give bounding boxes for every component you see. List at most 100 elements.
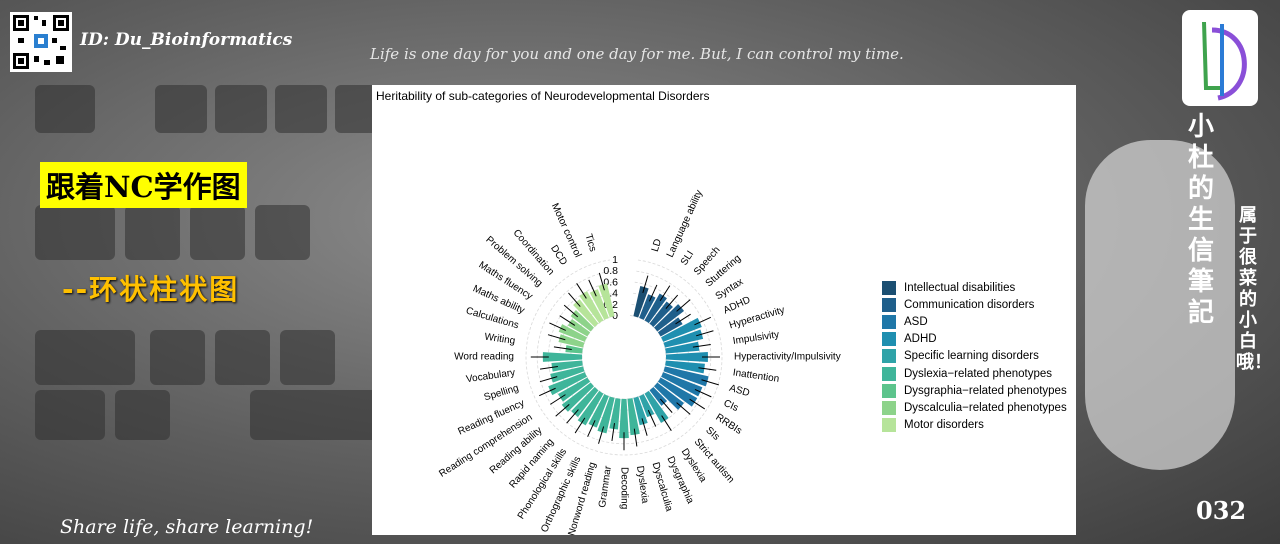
category-label: LD	[650, 238, 664, 253]
bar	[558, 334, 585, 348]
error-bar	[659, 285, 671, 302]
legend-item: Dyscalculia−related phenotypes	[882, 399, 1067, 416]
error-bar	[568, 292, 581, 307]
bar	[665, 341, 700, 354]
legend-label: ADHD	[904, 333, 937, 346]
legend-swatch	[882, 349, 896, 364]
author-id: ID: Du_Bioinformatics	[80, 30, 293, 50]
error-bar	[611, 423, 615, 442]
chart-legend: Intellectual disabilities Communication d…	[882, 279, 1067, 434]
bar	[542, 352, 583, 362]
error-bar	[574, 417, 586, 434]
bar	[565, 345, 583, 354]
bar	[663, 366, 709, 387]
grid-ring	[525, 259, 723, 456]
error-bar	[675, 313, 691, 325]
error-bar	[598, 426, 605, 444]
error-bar	[647, 409, 657, 427]
vertical-subtitle: 属于很菜的小白哦！	[1236, 205, 1272, 373]
bar	[597, 396, 615, 434]
y-tick-label: 1	[612, 254, 618, 266]
bar	[561, 382, 594, 412]
bar	[588, 394, 609, 428]
bar	[633, 396, 648, 426]
error-bar	[692, 344, 711, 348]
error-bar	[555, 404, 570, 417]
page-number: 032	[1196, 496, 1247, 525]
bar	[551, 360, 583, 372]
keyboard-backdrop	[30, 85, 400, 445]
error-bar	[689, 398, 706, 410]
error-bar	[642, 275, 649, 294]
category-label: SIs	[703, 425, 721, 443]
y-tick-label: 0.8	[603, 265, 618, 277]
error-bar	[698, 367, 717, 371]
bar	[665, 351, 708, 363]
legend-label: Motor disorders	[904, 419, 984, 432]
legend-swatch	[882, 418, 896, 433]
error-bar	[701, 379, 719, 386]
bar	[657, 317, 683, 337]
bar	[644, 390, 669, 423]
footer-slogan: Share life, share learning!	[60, 516, 314, 538]
category-label: Hyperactivity/Impulsivity	[734, 352, 841, 363]
chart-title: Heritability of sub-categories of Neurod…	[376, 89, 710, 103]
legend-item: Communication disorders	[882, 296, 1067, 313]
qr-code-icon	[10, 12, 72, 72]
error-bar	[665, 294, 679, 309]
error-bar	[641, 418, 648, 436]
brand-logo	[1182, 10, 1258, 106]
category-label: Language ability	[665, 188, 705, 259]
bar	[548, 372, 587, 396]
page-title: 跟着NC学作图	[40, 162, 247, 208]
bar	[644, 293, 667, 324]
error-bar	[694, 316, 712, 326]
error-bar	[539, 387, 556, 397]
bar	[663, 329, 704, 348]
legend-item: Motor disorders	[882, 417, 1067, 434]
bar	[567, 318, 591, 337]
error-bar	[633, 428, 638, 447]
bar	[558, 377, 591, 402]
category-label: Dyslexia	[634, 465, 650, 504]
legend-label: Communication disorders	[904, 298, 1035, 311]
y-tick-label: 0	[612, 310, 618, 322]
mouse-backdrop	[1085, 140, 1235, 470]
error-bar	[587, 420, 596, 437]
bar	[633, 286, 649, 318]
grid-ring	[581, 315, 667, 400]
error-bar	[660, 398, 673, 413]
bar	[661, 317, 702, 342]
error-bar	[547, 334, 566, 341]
legend-label: ASD	[904, 315, 928, 328]
error-bar	[566, 409, 579, 424]
category-label: Writing	[484, 332, 516, 347]
category-label: Impulsivity	[732, 329, 780, 347]
category-label: CIs	[722, 398, 740, 414]
bar	[589, 289, 609, 320]
error-bar	[661, 415, 672, 431]
grid-ring	[570, 303, 678, 411]
error-bar	[553, 346, 572, 350]
legend-swatch	[882, 297, 896, 312]
bar	[577, 390, 604, 426]
legend-label: Intellectual disabilities	[904, 281, 1016, 294]
page-subtitle: --环状柱状图	[62, 273, 240, 306]
legend-swatch	[882, 314, 896, 329]
error-bar	[563, 304, 579, 318]
bar	[598, 283, 615, 318]
error-bar	[559, 315, 576, 326]
category-label: ADHD	[722, 295, 752, 317]
legend-item: ASD	[882, 313, 1067, 330]
legend-label: Dyslexia−related phenotypes	[904, 367, 1052, 380]
error-bar	[550, 394, 566, 405]
legend-label: Dyscalculia−related phenotypes	[904, 401, 1067, 414]
chart-panel: Heritability of sub-categories of Neurod…	[372, 85, 1076, 535]
legend-item: Dysgraphia−related phenotypes	[882, 382, 1067, 399]
error-bar	[576, 283, 587, 299]
category-label: Inattention	[732, 367, 780, 385]
error-bar	[696, 330, 714, 337]
bar	[609, 398, 621, 430]
error-bar	[549, 322, 566, 331]
error-bar	[694, 388, 712, 398]
